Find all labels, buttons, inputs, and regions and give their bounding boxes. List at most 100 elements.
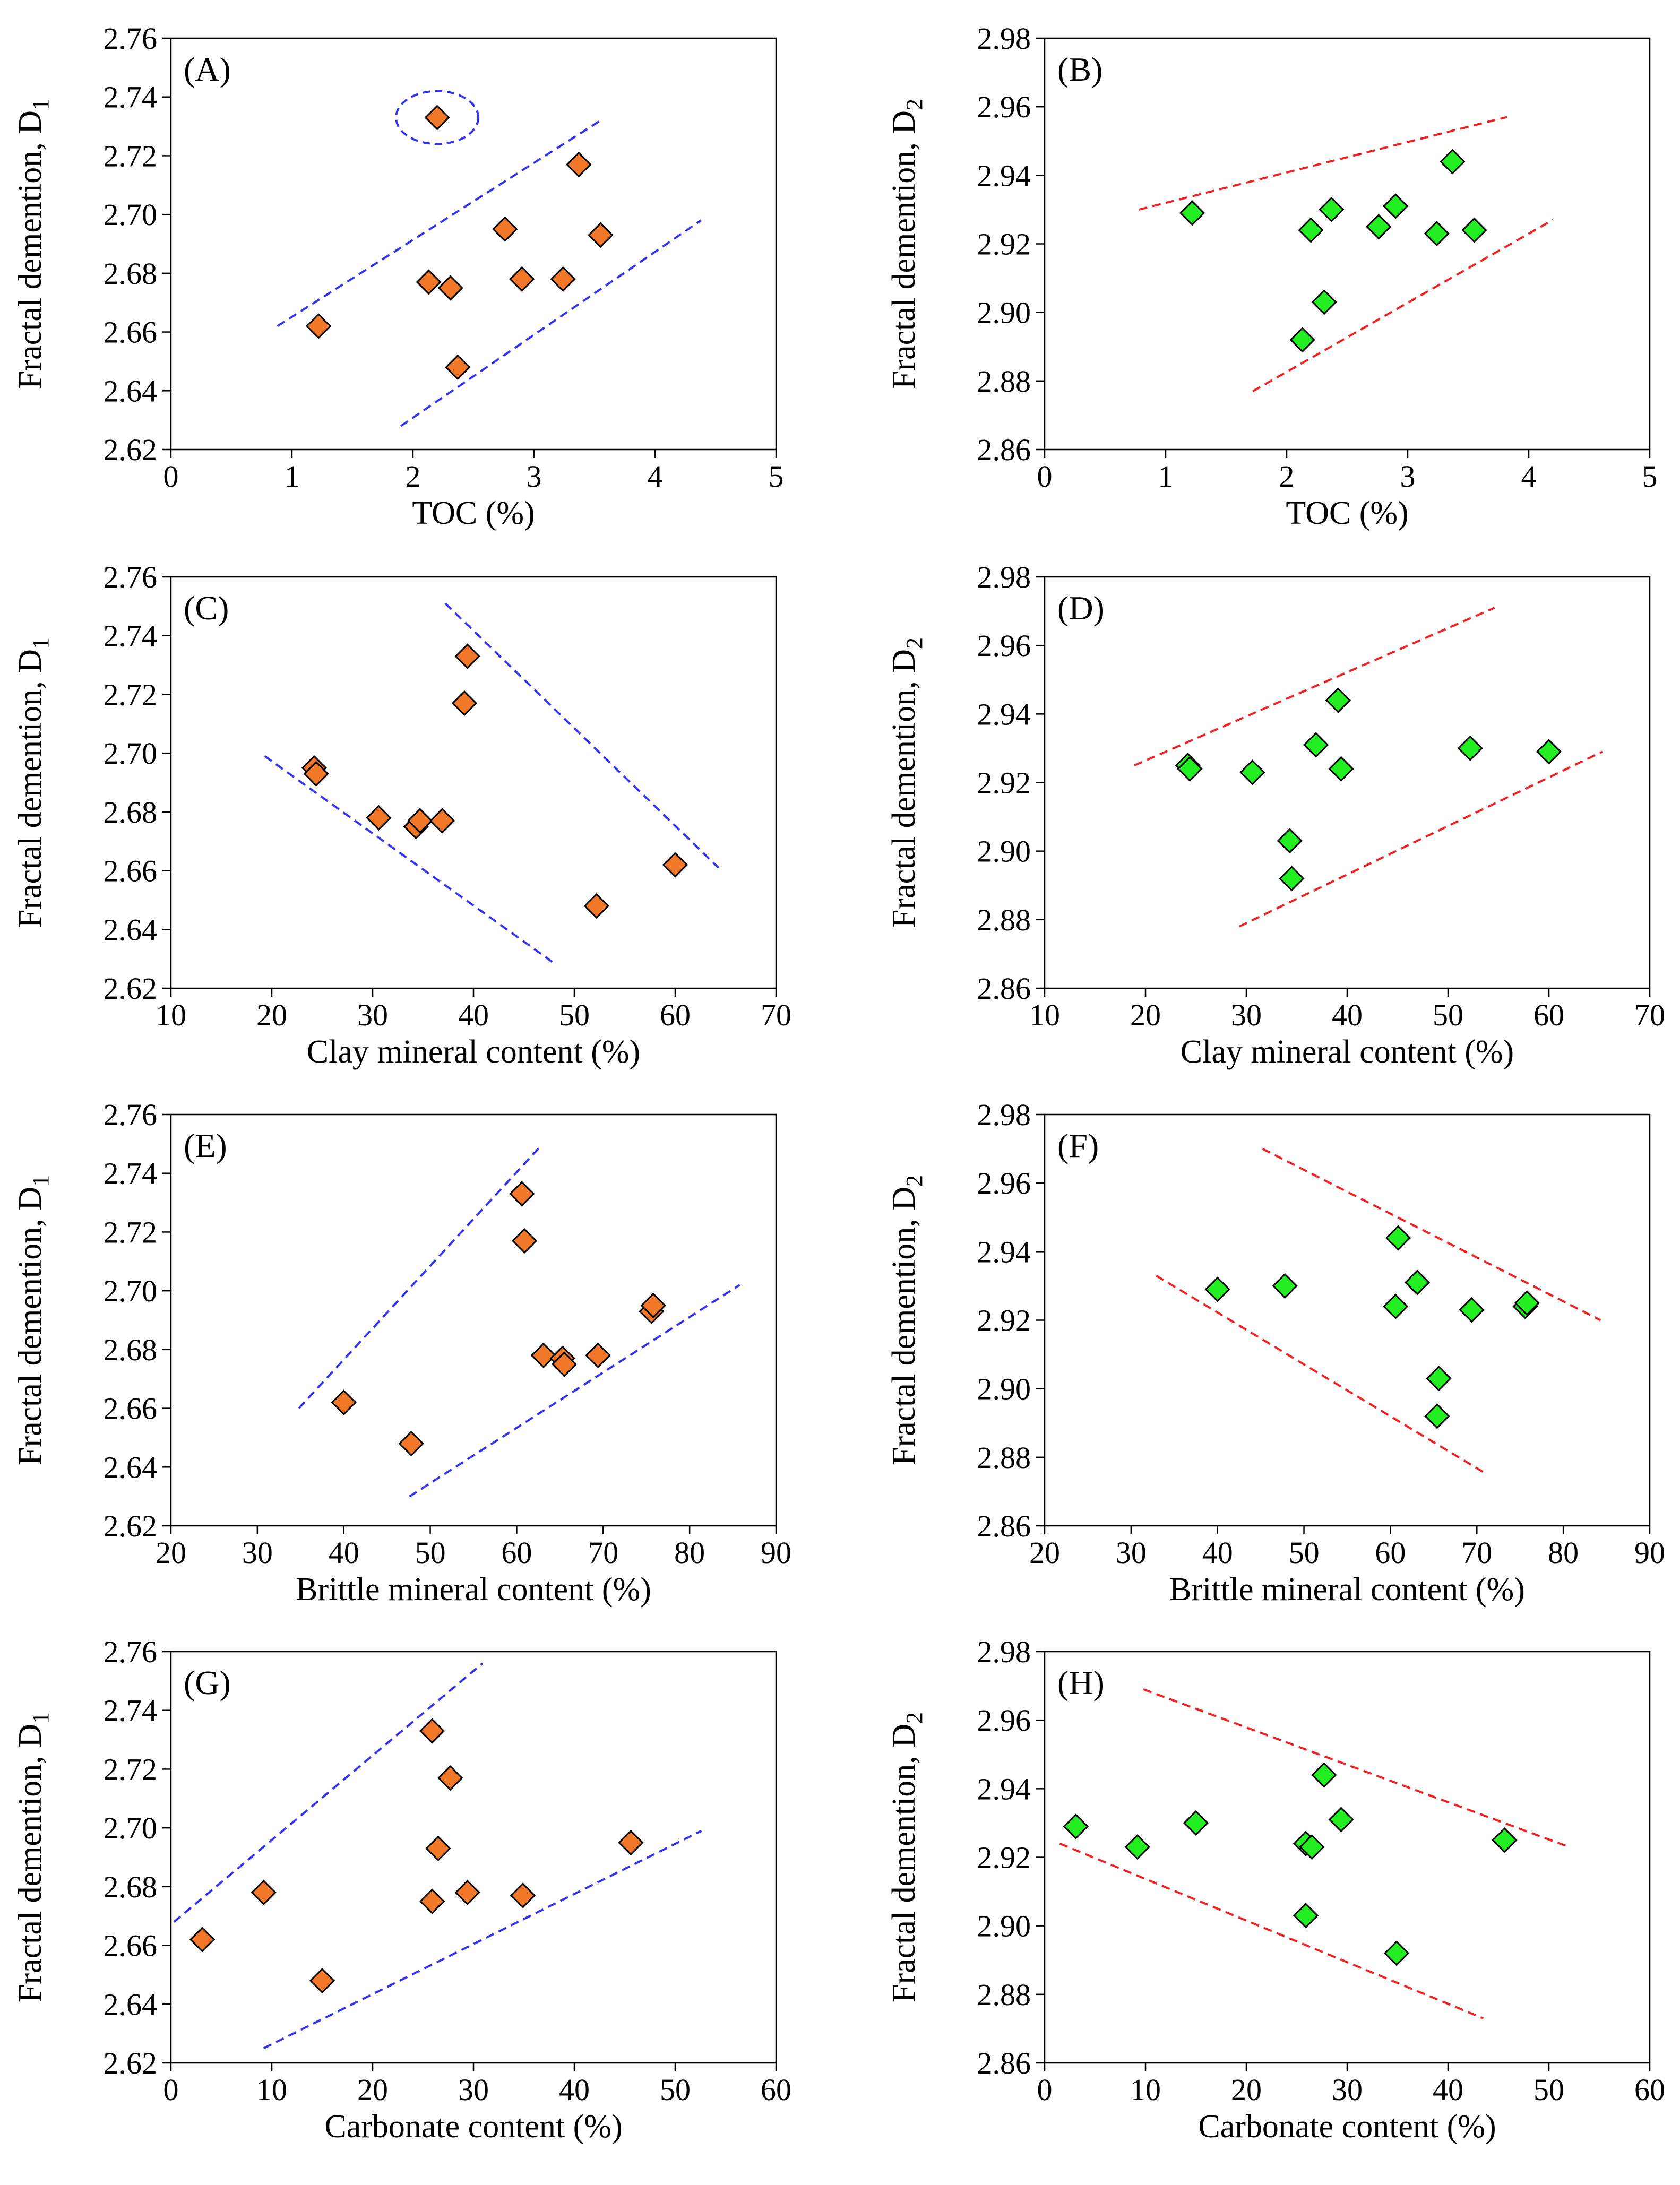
y-axis-label-group: Fractal demention, D1 (12, 1175, 54, 1465)
data-point (1440, 149, 1466, 175)
y-axis-label-group: Fractal demention, D2 (886, 99, 927, 389)
y-tick-label: 2.92 (977, 1303, 1031, 1338)
x-tick-label: 10 (156, 998, 186, 1032)
x-tick-label: 70 (1634, 998, 1665, 1032)
trend-line (1134, 607, 1495, 767)
highlight-ellipse (395, 90, 480, 145)
y-axis-label-group: Fractal demention, D2 (886, 1712, 927, 2002)
y-tick-label: 2.94 (977, 158, 1031, 193)
y-axis-label-subscript: 2 (901, 1712, 927, 1724)
y-tick-label: 2.74 (104, 1156, 158, 1191)
data-point (1383, 1940, 1410, 1966)
data-point (1319, 196, 1345, 223)
data-point (1404, 1269, 1431, 1296)
x-tick-label: 5 (1642, 459, 1658, 494)
data-point (398, 1430, 424, 1457)
data-point (419, 1888, 445, 1914)
plot-frame (1044, 1113, 1651, 1527)
data-point (189, 1927, 216, 1953)
panel-g: 0 10 20 30 40 50 60 2.62 2.64 2.66 2.68 2.70 2.72 2.7… (12, 1635, 791, 2145)
data-point (419, 1718, 445, 1744)
data-point (306, 313, 332, 339)
data-point (1179, 200, 1205, 226)
panel-label: (F) (1057, 1127, 1099, 1164)
data-point (416, 269, 442, 295)
data-point (1311, 1762, 1337, 1788)
y-axis-label-group: Fractal demention, D1 (12, 1712, 54, 2002)
y-axis-label: Fractal demention, D2 (886, 1712, 927, 2002)
y-tick-label: 2.98 (977, 560, 1031, 594)
y-axis-label: Fractal demention, D2 (886, 1175, 927, 1465)
data-point (1277, 828, 1303, 854)
x-tick-label: 0 (163, 2072, 179, 2107)
x-axis-label: TOC (%) (412, 495, 535, 531)
panel-label: (E) (184, 1127, 227, 1164)
y-tick-label: 2.70 (104, 736, 158, 771)
x-tick-label: 70 (588, 1535, 618, 1570)
y-tick-label: 2.68 (104, 1333, 158, 1367)
x-tick-label: 1 (1158, 459, 1174, 494)
data-point (1063, 1813, 1089, 1839)
y-axis-label: Fractal demention, D2 (886, 637, 927, 928)
y-tick-label: 2.86 (977, 433, 1031, 467)
data-point (1424, 221, 1450, 247)
data-point (454, 1879, 480, 1906)
plot-frame (170, 1651, 777, 2064)
data-point (331, 1389, 357, 1415)
x-tick-label: 50 (415, 1535, 446, 1570)
panel-label: (G) (184, 1664, 231, 1702)
y-tick-label: 2.98 (977, 1635, 1031, 1669)
panel-b: 0 1 2 3 4 5 2.86 2.88 2.90 2.92 2.94 2.96 2.98 TOC (%… (886, 21, 1658, 531)
y-tick-label: 2.94 (977, 1234, 1031, 1269)
x-tick-label: 20 (1029, 1535, 1060, 1570)
y-tick-label: 2.70 (104, 1274, 158, 1308)
x-tick-label: 20 (156, 1535, 186, 1570)
y-tick-label: 2.86 (977, 971, 1031, 1006)
y-tick-label: 2.90 (977, 1372, 1031, 1406)
data-point (366, 805, 392, 831)
x-tick-label: 60 (1634, 2072, 1665, 2107)
data-point (1492, 1827, 1518, 1853)
x-tick-label: 5 (769, 459, 784, 494)
data-point (530, 1342, 557, 1369)
panel-f: 20 30 40 50 60 70 80 90 2.86 2.88 2.90 2.92 2.94 2.96… (886, 1098, 1665, 1608)
data-point (1311, 289, 1337, 315)
data-point (454, 643, 480, 669)
data-point (1124, 1834, 1150, 1860)
y-axis-label-subscript: 2 (901, 99, 927, 110)
data-point (1461, 217, 1487, 243)
y-tick-label: 2.86 (977, 1509, 1031, 1543)
x-tick-label: 3 (1400, 459, 1416, 494)
y-tick-label: 2.64 (104, 1987, 158, 2022)
y-tick-label: 2.88 (977, 1977, 1031, 2012)
x-tick-label: 0 (1037, 2072, 1053, 2107)
y-axis-label-subscript: 2 (901, 1175, 927, 1187)
data-point (509, 266, 535, 292)
x-tick-label: 40 (559, 2072, 590, 2107)
data-point (1426, 1366, 1452, 1392)
data-point (251, 1879, 277, 1906)
data-point (1204, 1276, 1230, 1302)
y-axis-label-subscript: 1 (28, 1712, 54, 1724)
y-tick-label: 2.62 (104, 1509, 158, 1543)
y-tick-label: 2.68 (104, 256, 158, 291)
trend-line (1059, 1842, 1484, 2019)
x-tick-label: 40 (329, 1535, 359, 1570)
data-point (1383, 1293, 1409, 1319)
y-tick-label: 2.64 (104, 912, 158, 947)
panel-e: 20 30 40 50 60 70 80 90 2.62 2.64 2.66 2.68 2.70 2.72… (12, 1098, 791, 1608)
plot-frame (170, 1113, 777, 1527)
data-point (1459, 1297, 1485, 1323)
data-point (551, 1351, 578, 1377)
panel-label: (B) (1057, 50, 1102, 88)
y-tick-label: 2.64 (104, 374, 158, 408)
y-tick-label: 2.88 (977, 364, 1031, 399)
y-axis-label-text: Fractal demention, D (886, 110, 922, 389)
y-tick-label: 2.72 (104, 1752, 158, 1786)
data-point (1328, 756, 1354, 782)
x-tick-label: 30 (242, 1535, 273, 1570)
x-tick-label: 10 (256, 2072, 287, 2107)
panel-a: 0 1 2 3 4 5 2.62 2.64 2.66 2.68 2.70 2.72 2.74 2.76 TO… (12, 21, 784, 531)
x-tick-label: 50 (660, 2072, 691, 2107)
